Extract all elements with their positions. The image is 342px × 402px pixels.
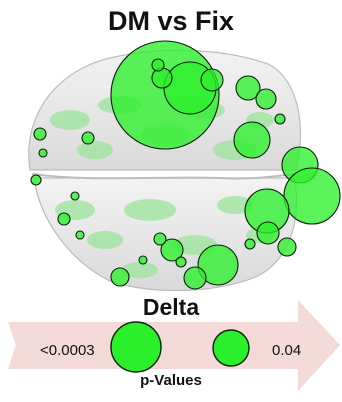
- network-node: [30, 174, 42, 186]
- legend-arrow-shape: [8, 300, 340, 391]
- legend-circle-small: [212, 329, 250, 367]
- network-node: [233, 121, 271, 159]
- legend-circle-large: [110, 321, 162, 373]
- network-nodes: [30, 40, 341, 290]
- network-node: [81, 131, 95, 145]
- network-node: [75, 230, 85, 240]
- network-node: [256, 221, 280, 245]
- legend-axis-label: p-Values: [140, 372, 202, 389]
- network-node: [175, 256, 187, 268]
- network-node: [274, 113, 286, 125]
- network-node: [151, 67, 173, 89]
- network-node: [110, 267, 130, 287]
- legend-min-label: <0.0003: [40, 342, 95, 359]
- network-node: [151, 58, 165, 72]
- network-node: [200, 68, 224, 92]
- network-node: [183, 266, 207, 290]
- network-node: [33, 127, 47, 141]
- network-node: [235, 75, 261, 101]
- network-node: [38, 148, 48, 158]
- network-node: [277, 237, 297, 257]
- band-label: Delta: [142, 294, 200, 320]
- network-node: [57, 212, 71, 226]
- legend-max-label: 0.04: [272, 342, 302, 359]
- figure-title: DM vs Fix: [107, 6, 235, 36]
- network-node: [197, 244, 239, 286]
- network-node: [244, 238, 256, 250]
- network-node: [153, 232, 167, 246]
- network-node: [283, 167, 341, 225]
- legend-arrow: [8, 300, 340, 391]
- midline-fissure: [31, 173, 297, 180]
- network-node: [255, 88, 277, 110]
- network-node: [138, 255, 148, 265]
- network-node: [70, 191, 80, 201]
- network-node: [160, 238, 184, 262]
